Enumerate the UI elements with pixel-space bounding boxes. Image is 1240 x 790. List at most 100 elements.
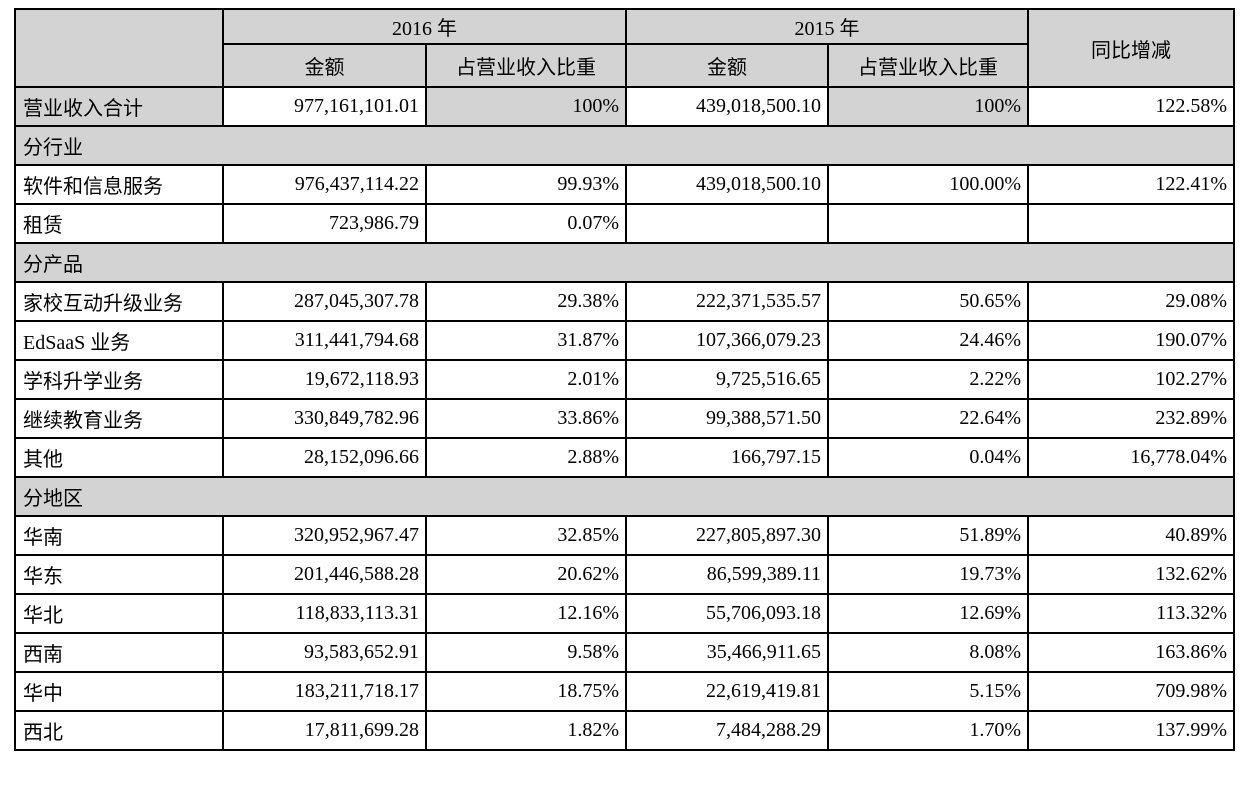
amount-2016-cell: 183,211,718.17 bbox=[222, 671, 427, 712]
ratio-2015-cell: 2.22% bbox=[827, 359, 1029, 400]
ratio-2016-cell: 2.88% bbox=[425, 437, 627, 478]
ratio-2016-cell: 1.82% bbox=[425, 710, 627, 751]
ratio-2015-cell: 24.46% bbox=[827, 320, 1029, 361]
header-ratio-2016: 占营业收入比重 bbox=[425, 43, 627, 88]
amount-2016-cell: 287,045,307.78 bbox=[222, 281, 427, 322]
ratio-2016-cell: 2.01% bbox=[425, 359, 627, 400]
section-row: 分行业 bbox=[14, 125, 1235, 166]
amount-2015-cell: 227,805,897.30 bbox=[625, 515, 829, 556]
amount-2015-cell: 9,725,516.65 bbox=[625, 359, 829, 400]
ratio-2015-cell bbox=[827, 203, 1029, 244]
yoy-cell: 132.62% bbox=[1027, 554, 1235, 595]
amount-2015-cell: 35,466,911.65 bbox=[625, 632, 829, 673]
row-label-cell: 华南 bbox=[14, 515, 224, 556]
amount-2016-cell: 118,833,113.31 bbox=[222, 593, 427, 634]
ratio-2015-cell: 0.04% bbox=[827, 437, 1029, 478]
section-row: 分产品 bbox=[14, 242, 1235, 283]
table-row: 华东 201,446,588.28 20.62% 86,599,389.11 19.73… bbox=[14, 554, 1235, 595]
section-label: 分地区 bbox=[14, 476, 1235, 517]
yoy-cell: 232.89% bbox=[1027, 398, 1235, 439]
ratio-2015-cell: 1.70% bbox=[827, 710, 1029, 751]
section-row: 分地区 bbox=[14, 476, 1235, 517]
amount-2016-cell: 93,583,652.91 bbox=[222, 632, 427, 673]
ratio-2016-cell: 100% bbox=[425, 86, 627, 127]
table-row: 软件和信息服务 976,437,114.22 99.93% 439,018,500.1… bbox=[14, 164, 1235, 205]
yoy-cell bbox=[1027, 203, 1235, 244]
ratio-2016-cell: 99.93% bbox=[425, 164, 627, 205]
table-row: 其他 28,152,096.66 2.88% 166,797.15 0.04% 16,77… bbox=[14, 437, 1235, 478]
yoy-cell: 16,778.04% bbox=[1027, 437, 1235, 478]
row-label-cell: 营业收入合计 bbox=[14, 86, 224, 127]
table-row: EdSaaS 业务 311,441,794.68 31.87% 107,366,079… bbox=[14, 320, 1235, 361]
amount-2015-cell: 22,619,419.81 bbox=[625, 671, 829, 712]
row-label-cell: 学科升学业务 bbox=[14, 359, 224, 400]
row-label-cell: 华中 bbox=[14, 671, 224, 712]
amount-2015-cell: 222,371,535.57 bbox=[625, 281, 829, 322]
table-row: 营业收入合计 977,161,101.01 100% 439,018,500.10 10… bbox=[14, 86, 1235, 127]
yoy-cell: 113.32% bbox=[1027, 593, 1235, 634]
header-year-2016: 2016 年 bbox=[222, 8, 627, 45]
section-label: 分产品 bbox=[14, 242, 1235, 283]
table-row: 家校互动升级业务 287,045,307.78 29.38% 222,371,535.… bbox=[14, 281, 1235, 322]
header-yoy: 同比增减 bbox=[1027, 8, 1235, 88]
table-row: 继续教育业务 330,849,782.96 33.86% 99,388,571.50 2… bbox=[14, 398, 1235, 439]
row-label-cell: 华北 bbox=[14, 593, 224, 634]
row-label-cell: 租赁 bbox=[14, 203, 224, 244]
header-amount-2016: 金额 bbox=[222, 43, 427, 88]
amount-2016-cell: 19,672,118.93 bbox=[222, 359, 427, 400]
ratio-2015-cell: 12.69% bbox=[827, 593, 1029, 634]
amount-2015-cell: 439,018,500.10 bbox=[625, 164, 829, 205]
amount-2016-cell: 976,437,114.22 bbox=[222, 164, 427, 205]
ratio-2015-cell: 50.65% bbox=[827, 281, 1029, 322]
yoy-cell: 122.41% bbox=[1027, 164, 1235, 205]
yoy-cell: 163.86% bbox=[1027, 632, 1235, 673]
header-row-metrics: 金额 占营业收入比重 金额 占营业收入比重 bbox=[15, 43, 1234, 88]
yoy-cell: 122.58% bbox=[1027, 86, 1235, 127]
amount-2016-cell: 320,952,967.47 bbox=[222, 515, 427, 556]
revenue-breakdown: 2016 年 2015 年 同比增减 金额 占营业收入比重 金额 占营业收入比重… bbox=[14, 8, 1235, 751]
yoy-cell: 29.08% bbox=[1027, 281, 1235, 322]
ratio-2016-cell: 32.85% bbox=[425, 515, 627, 556]
row-label-cell: 西南 bbox=[14, 632, 224, 673]
table-row: 华中 183,211,718.17 18.75% 22,619,419.81 5.15%… bbox=[14, 671, 1235, 712]
row-label-cell: 其他 bbox=[14, 437, 224, 478]
amount-2015-cell: 55,706,093.18 bbox=[625, 593, 829, 634]
header-amount-2015: 金额 bbox=[625, 43, 829, 88]
yoy-cell: 137.99% bbox=[1027, 710, 1235, 751]
ratio-2015-cell: 19.73% bbox=[827, 554, 1029, 595]
table-row: 租赁 723,986.79 0.07% bbox=[14, 203, 1235, 244]
amount-2015-cell: 7,484,288.29 bbox=[625, 710, 829, 751]
table-row: 西北 17,811,699.28 1.82% 7,484,288.29 1.70% 137… bbox=[14, 710, 1235, 751]
yoy-cell: 709.98% bbox=[1027, 671, 1235, 712]
ratio-2016-cell: 9.58% bbox=[425, 632, 627, 673]
ratio-2016-cell: 33.86% bbox=[425, 398, 627, 439]
amount-2015-cell: 439,018,500.10 bbox=[625, 86, 829, 127]
amount-2016-cell: 201,446,588.28 bbox=[222, 554, 427, 595]
revenue-table: 2016 年 2015 年 同比增减 金额 占营业收入比重 金额 占营业收入比重… bbox=[14, 8, 1235, 751]
yoy-cell: 40.89% bbox=[1027, 515, 1235, 556]
row-label-cell: 华东 bbox=[14, 554, 224, 595]
amount-2015-cell: 107,366,079.23 bbox=[625, 320, 829, 361]
ratio-2016-cell: 12.16% bbox=[425, 593, 627, 634]
amount-2015-cell: 166,797.15 bbox=[625, 437, 829, 478]
ratio-2015-cell: 51.89% bbox=[827, 515, 1029, 556]
amount-2015-cell: 99,388,571.50 bbox=[625, 398, 829, 439]
table-row: 华北 118,833,113.31 12.16% 55,706,093.18 12.69… bbox=[14, 593, 1235, 634]
ratio-2015-cell: 100.00% bbox=[827, 164, 1029, 205]
row-label-cell: 家校互动升级业务 bbox=[14, 281, 224, 322]
table-row: 学科升学业务 19,672,118.93 2.01% 9,725,516.65 2.22… bbox=[14, 359, 1235, 400]
ratio-2015-cell: 5.15% bbox=[827, 671, 1029, 712]
row-label-cell: 软件和信息服务 bbox=[14, 164, 224, 205]
amount-2015-cell bbox=[625, 203, 829, 244]
ratio-2016-cell: 31.87% bbox=[425, 320, 627, 361]
header-year-2015: 2015 年 bbox=[625, 8, 1029, 45]
ratio-2016-cell: 20.62% bbox=[425, 554, 627, 595]
table-body: 营业收入合计 977,161,101.01 100% 439,018,500.10 10… bbox=[14, 86, 1235, 751]
amount-2016-cell: 28,152,096.66 bbox=[222, 437, 427, 478]
amount-2016-cell: 311,441,794.68 bbox=[222, 320, 427, 361]
row-label-cell: EdSaaS 业务 bbox=[14, 320, 224, 361]
header-ratio-2015: 占营业收入比重 bbox=[827, 43, 1029, 88]
amount-2016-cell: 723,986.79 bbox=[222, 203, 427, 244]
ratio-2015-cell: 22.64% bbox=[827, 398, 1029, 439]
yoy-cell: 102.27% bbox=[1027, 359, 1235, 400]
